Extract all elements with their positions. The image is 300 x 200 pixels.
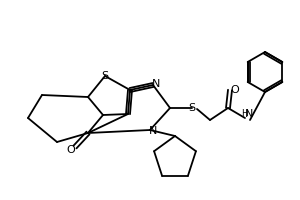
Text: S: S <box>188 103 196 113</box>
Text: N: N <box>245 109 253 119</box>
Text: S: S <box>101 71 109 81</box>
Text: N: N <box>152 79 160 89</box>
Text: O: O <box>67 145 75 155</box>
Text: H: H <box>241 110 248 118</box>
Text: O: O <box>231 85 239 95</box>
Text: N: N <box>149 126 157 136</box>
